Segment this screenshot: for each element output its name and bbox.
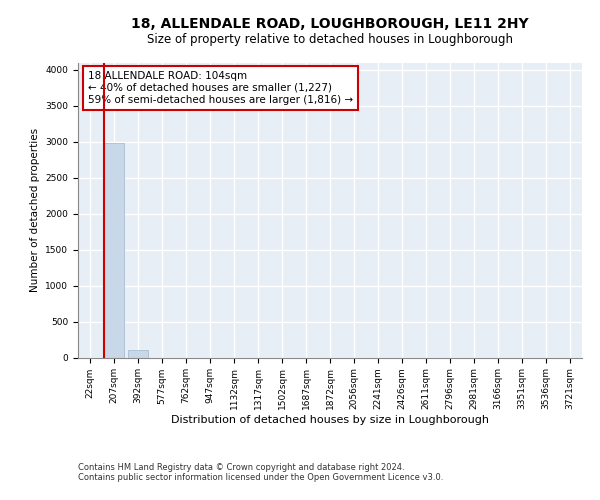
Bar — [104, 143, 124, 358]
Bar — [128, 350, 148, 358]
Text: 18 ALLENDALE ROAD: 104sqm
← 40% of detached houses are smaller (1,227)
59% of se: 18 ALLENDALE ROAD: 104sqm ← 40% of detac… — [88, 72, 353, 104]
Text: 18, ALLENDALE ROAD, LOUGHBOROUGH, LE11 2HY: 18, ALLENDALE ROAD, LOUGHBOROUGH, LE11 2… — [131, 18, 529, 32]
Text: Contains public sector information licensed under the Open Government Licence v3: Contains public sector information licen… — [78, 472, 443, 482]
Text: Size of property relative to detached houses in Loughborough: Size of property relative to detached ho… — [147, 32, 513, 46]
Text: Contains HM Land Registry data © Crown copyright and database right 2024.: Contains HM Land Registry data © Crown c… — [78, 464, 404, 472]
Y-axis label: Number of detached properties: Number of detached properties — [30, 128, 40, 292]
X-axis label: Distribution of detached houses by size in Loughborough: Distribution of detached houses by size … — [171, 415, 489, 425]
